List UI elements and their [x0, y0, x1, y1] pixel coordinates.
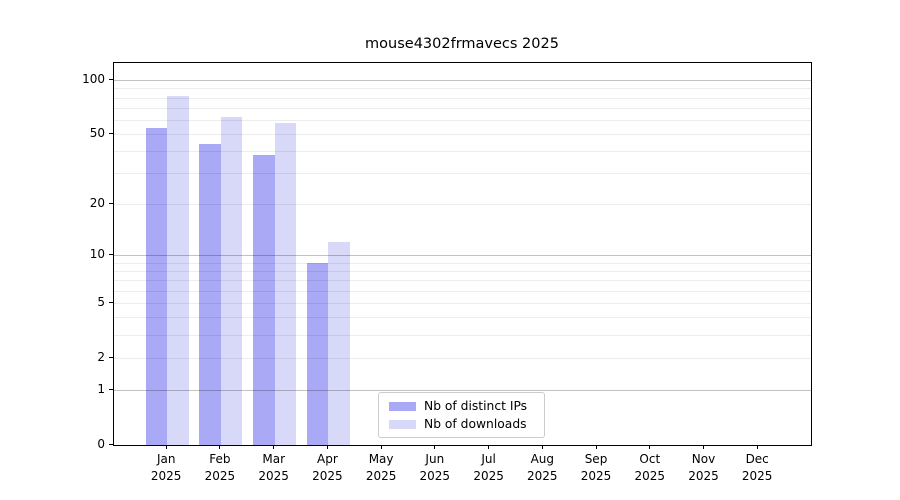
bar-downloads	[167, 95, 189, 445]
gridline-minor	[114, 303, 811, 304]
x-tick	[488, 445, 490, 449]
y-tick	[109, 388, 113, 390]
x-tick	[703, 445, 704, 449]
gridline-major	[114, 80, 811, 82]
x-tick	[380, 445, 382, 449]
x-tick	[326, 445, 328, 449]
bar-distinct-ips	[306, 262, 329, 445]
bar-distinct-ips	[253, 155, 275, 445]
x-tick	[649, 445, 651, 449]
gridline-major	[114, 255, 811, 257]
gridline-minor	[114, 107, 811, 109]
x-tick-label: May 2025	[365, 452, 397, 483]
gridline-minor	[114, 271, 811, 272]
legend-label: Nb of distinct IPs	[424, 399, 528, 413]
y-tick	[109, 302, 113, 303]
gridline-minor	[114, 97, 811, 99]
y-tick-label: 1	[97, 381, 105, 396]
legend-swatch-icon	[389, 401, 416, 411]
plot-area	[113, 62, 812, 446]
x-tick-label: Jun 2025	[419, 452, 451, 483]
y-tick	[109, 254, 113, 256]
x-tick-label: Feb 2025	[204, 452, 236, 483]
gridline-minor	[114, 119, 811, 121]
legend-swatch-icon	[389, 419, 416, 429]
x-tick-label: Aug 2025	[527, 452, 558, 483]
y-tick-label: 20	[89, 196, 105, 211]
bar-downloads	[220, 117, 243, 445]
legend-label: Nb of downloads	[424, 417, 527, 431]
y-tick-label: 5	[97, 295, 105, 309]
gridline-minor	[114, 317, 811, 319]
y-tick-label: 0	[97, 436, 105, 451]
x-tick-label: Mar 2025	[258, 452, 289, 483]
y-tick-label: 100	[82, 72, 105, 87]
chart-title: mouse4302frmavecs 2025	[365, 36, 559, 52]
gridline-minor	[114, 151, 811, 153]
x-tick-label: Sep 2025	[580, 452, 612, 483]
y-tick	[109, 443, 113, 445]
gridline-minor	[114, 262, 811, 264]
x-tick	[273, 445, 275, 449]
y-tick-label: 50	[89, 126, 105, 141]
x-tick	[434, 445, 436, 449]
x-tick	[595, 445, 597, 449]
x-tick-label: Apr 2025	[312, 452, 343, 483]
y-tick-label: 10	[89, 247, 105, 262]
gridline-minor	[114, 173, 811, 175]
y-tick-label: 2	[97, 349, 105, 364]
x-tick-label: Dec 2025	[741, 452, 773, 483]
y-tick	[109, 203, 113, 205]
gridline-minor	[114, 357, 811, 359]
legend-item-distinct-ips: Nb of distinct IPs	[385, 397, 538, 415]
x-tick-label: Oct 2025	[634, 452, 666, 483]
x-tick-label: Jan 2025	[150, 452, 182, 483]
gridline-major	[114, 389, 811, 391]
bar-distinct-ips	[145, 128, 168, 445]
bar-distinct-ips	[199, 143, 221, 445]
x-tick	[219, 445, 221, 449]
x-tick	[756, 445, 758, 449]
gridline-minor	[114, 134, 811, 136]
bar-downloads	[274, 122, 297, 445]
gridline-minor	[114, 88, 811, 90]
y-tick	[109, 356, 113, 358]
gridline-minor	[114, 335, 811, 336]
bar-downloads	[328, 242, 350, 445]
x-tick-label: Nov 2025	[688, 452, 719, 483]
legend: Nb of distinct IPs Nb of downloads	[378, 392, 545, 438]
gridline-minor	[114, 290, 811, 292]
gridline-minor	[114, 204, 811, 206]
legend-item-downloads: Nb of downloads	[385, 415, 538, 433]
y-tick	[109, 133, 113, 135]
x-tick	[541, 445, 543, 449]
x-tick	[165, 445, 167, 449]
y-tick	[109, 79, 113, 81]
gridline-minor	[114, 280, 811, 282]
x-tick-label: Jul 2025	[473, 452, 504, 483]
